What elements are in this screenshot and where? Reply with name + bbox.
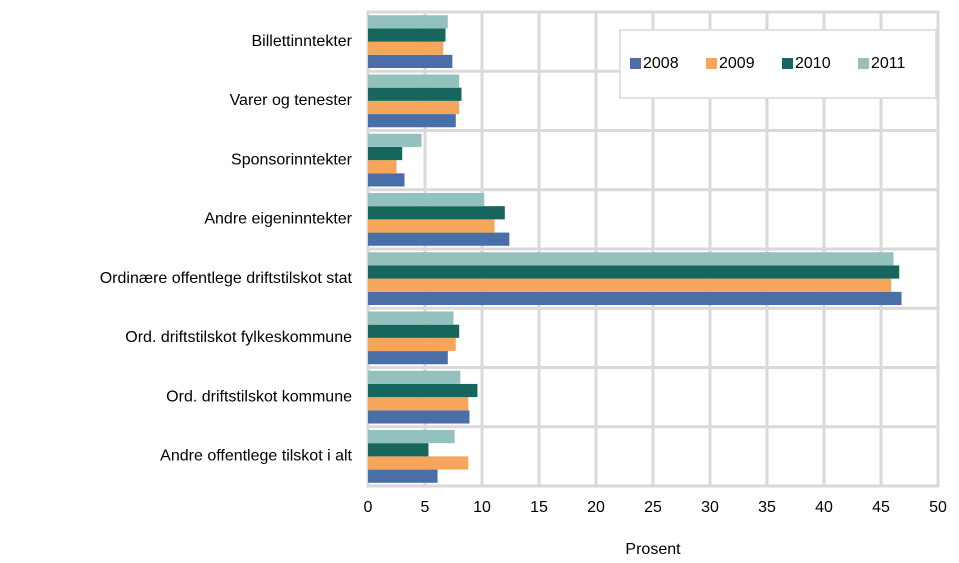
bar xyxy=(368,324,460,338)
bar xyxy=(368,370,461,384)
bar xyxy=(368,469,438,483)
legend-swatch xyxy=(706,58,717,69)
y-tick-label: Andre offentlege tilskot i alt xyxy=(160,448,352,465)
y-tick-label: Andre eigeninntekter xyxy=(204,211,352,228)
legend-label: 2010 xyxy=(795,55,831,72)
bar xyxy=(368,429,455,444)
bar xyxy=(368,54,453,69)
bar xyxy=(368,28,446,42)
bar xyxy=(368,100,460,115)
bar xyxy=(368,383,478,398)
legend-label: 2008 xyxy=(643,55,679,72)
legend-box xyxy=(619,29,937,99)
bar xyxy=(368,311,454,325)
x-tick-label: 15 xyxy=(530,499,548,516)
bar xyxy=(368,87,462,101)
x-tick-label: 25 xyxy=(644,499,662,516)
x-tick-label: 45 xyxy=(872,499,890,516)
bar xyxy=(368,456,469,470)
y-tick-label: Sponsorinntekter xyxy=(231,151,353,168)
bar xyxy=(368,351,448,365)
x-tick-label: 0 xyxy=(364,499,373,516)
legend-swatch xyxy=(630,58,641,69)
bar xyxy=(368,397,469,411)
legend-label: 2011 xyxy=(871,55,906,72)
y-tick-label: Varer og tenester xyxy=(230,92,353,109)
legend-swatch xyxy=(858,58,869,69)
x-tick-label: 50 xyxy=(929,499,947,516)
legend-label: 2009 xyxy=(719,55,755,72)
plot-border xyxy=(366,10,940,488)
y-tick-label: Billettinntekter xyxy=(252,33,353,50)
bar xyxy=(368,41,444,55)
x-tick-label: 5 xyxy=(421,499,430,516)
bar xyxy=(368,146,403,161)
bar xyxy=(368,74,460,88)
bar xyxy=(368,291,902,306)
bar xyxy=(368,160,397,174)
x-tick-label: 10 xyxy=(473,499,491,516)
bar xyxy=(368,232,510,246)
bar xyxy=(368,265,900,279)
bar xyxy=(368,252,894,266)
bar xyxy=(368,192,485,207)
x-tick-label: 30 xyxy=(701,499,719,516)
bar xyxy=(368,133,422,147)
bar xyxy=(368,173,405,187)
x-tick-label: 20 xyxy=(587,499,605,516)
y-tick-label: Ordinære offentlege driftstilskot stat xyxy=(100,270,353,287)
bar xyxy=(368,410,470,424)
y-tick-label: Ord. driftstilskot kommune xyxy=(166,388,352,405)
y-tick-label: Ord. driftstilskot fylkeskommune xyxy=(125,329,352,346)
bar xyxy=(368,15,448,29)
bar xyxy=(368,219,495,233)
bar xyxy=(368,206,505,220)
x-tick-label: 35 xyxy=(758,499,776,516)
bar xyxy=(368,278,892,292)
x-tick-label: 40 xyxy=(815,499,833,516)
legend-swatch xyxy=(782,58,793,69)
bar xyxy=(368,337,456,352)
x-axis-label: Prosent xyxy=(625,541,681,558)
bar xyxy=(368,443,429,457)
bar xyxy=(368,114,456,128)
